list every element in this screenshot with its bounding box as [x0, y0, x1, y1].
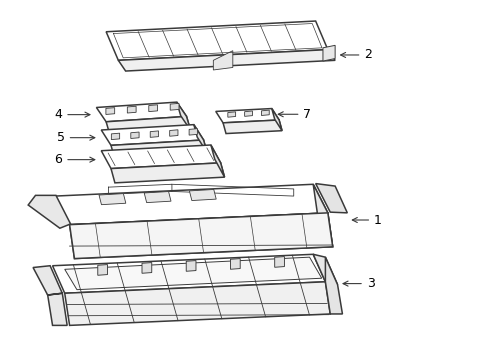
Polygon shape	[245, 111, 252, 116]
Polygon shape	[127, 106, 136, 113]
Polygon shape	[275, 257, 284, 267]
Polygon shape	[55, 184, 328, 225]
Polygon shape	[211, 145, 224, 177]
Polygon shape	[131, 132, 139, 139]
Polygon shape	[65, 282, 330, 325]
Polygon shape	[149, 105, 158, 112]
Polygon shape	[106, 108, 115, 114]
Polygon shape	[190, 189, 216, 201]
Polygon shape	[111, 133, 120, 140]
Polygon shape	[262, 110, 269, 116]
Polygon shape	[101, 145, 220, 168]
Text: 2: 2	[341, 49, 372, 62]
Polygon shape	[189, 129, 197, 135]
Polygon shape	[97, 102, 187, 122]
Polygon shape	[70, 213, 333, 258]
Polygon shape	[170, 103, 179, 110]
Polygon shape	[33, 266, 67, 325]
Polygon shape	[106, 21, 328, 60]
Polygon shape	[52, 254, 325, 293]
Polygon shape	[142, 262, 152, 273]
Polygon shape	[143, 144, 153, 152]
Polygon shape	[99, 194, 126, 205]
Polygon shape	[144, 192, 171, 203]
Polygon shape	[170, 130, 178, 136]
Polygon shape	[98, 265, 107, 275]
Polygon shape	[316, 184, 347, 213]
Polygon shape	[186, 261, 196, 271]
Polygon shape	[228, 112, 236, 117]
Polygon shape	[150, 131, 159, 138]
Polygon shape	[101, 125, 203, 145]
Text: 7: 7	[278, 108, 312, 121]
Polygon shape	[323, 45, 335, 61]
Text: 1: 1	[352, 213, 382, 226]
Polygon shape	[121, 145, 132, 153]
Text: 3: 3	[343, 277, 375, 290]
Polygon shape	[165, 143, 175, 151]
Polygon shape	[194, 125, 207, 153]
Polygon shape	[177, 102, 191, 130]
Text: 6: 6	[54, 153, 95, 166]
Polygon shape	[65, 257, 322, 290]
Polygon shape	[118, 50, 335, 71]
Polygon shape	[28, 195, 71, 228]
Polygon shape	[325, 257, 343, 314]
Polygon shape	[111, 140, 207, 158]
Polygon shape	[313, 184, 333, 247]
Polygon shape	[111, 163, 224, 183]
Polygon shape	[230, 258, 240, 269]
Polygon shape	[216, 109, 279, 123]
Text: 4: 4	[54, 108, 90, 121]
Polygon shape	[70, 213, 333, 258]
Polygon shape	[272, 109, 282, 131]
Text: 5: 5	[57, 131, 95, 144]
Polygon shape	[213, 51, 233, 70]
Polygon shape	[106, 116, 191, 135]
Polygon shape	[223, 120, 282, 134]
Polygon shape	[313, 254, 338, 285]
Polygon shape	[186, 141, 197, 150]
